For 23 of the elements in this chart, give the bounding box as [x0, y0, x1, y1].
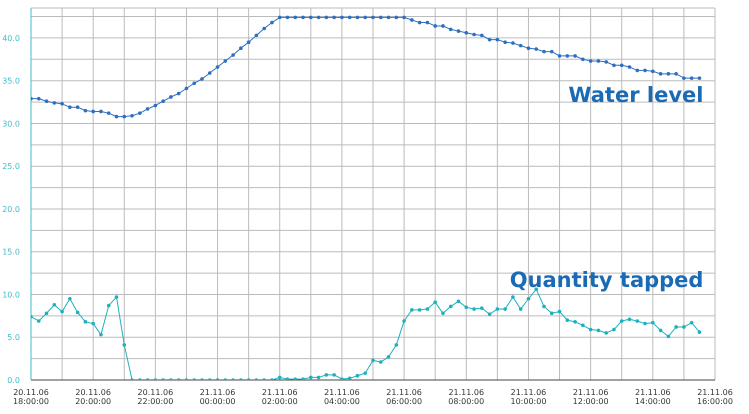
x-tick-label: 20.11.06 18:00:00 — [13, 388, 49, 406]
y-tick-label: 10.0 — [2, 290, 20, 300]
x-tick-label: 21.11.06 12:00:00 — [572, 388, 609, 406]
x-tick-label: 21.11.06 14:00:00 — [634, 388, 671, 406]
x-tick-label: 20.11.06 20:00:00 — [75, 388, 112, 406]
y-tick-label: 0.0 — [7, 376, 20, 385]
y-tick-label: 40.0 — [2, 34, 20, 43]
x-tick-label: 21.11.06 10:00:00 — [510, 388, 546, 406]
y-tick-label: 30.0 — [2, 119, 20, 128]
x-tick-label: 21.11.06 06:00:00 — [386, 388, 422, 406]
y-tick-label: 5.0 — [7, 333, 20, 342]
series-label: Quantity tapped — [510, 268, 704, 292]
y-tick-label: 25.0 — [2, 162, 20, 172]
y-tick-label: 20.0 — [2, 204, 20, 214]
series-label: Water level — [568, 83, 704, 108]
x-tick-label: 21.11.06 02:00:00 — [262, 388, 298, 406]
y-tick-label: 35.0 — [2, 76, 20, 86]
x-tick-label: 21.11.06 16:00:00 — [697, 388, 733, 406]
y-tick-label: 15.0 — [2, 248, 20, 257]
x-tick-label: 21.11.06 00:00:00 — [200, 388, 236, 406]
x-tick-label: 20.11.06 22:00:00 — [137, 388, 174, 406]
x-tick-label: 21.11.06 04:00:00 — [324, 388, 360, 406]
x-tick-label: 21.11.06 08:00:00 — [448, 388, 484, 406]
